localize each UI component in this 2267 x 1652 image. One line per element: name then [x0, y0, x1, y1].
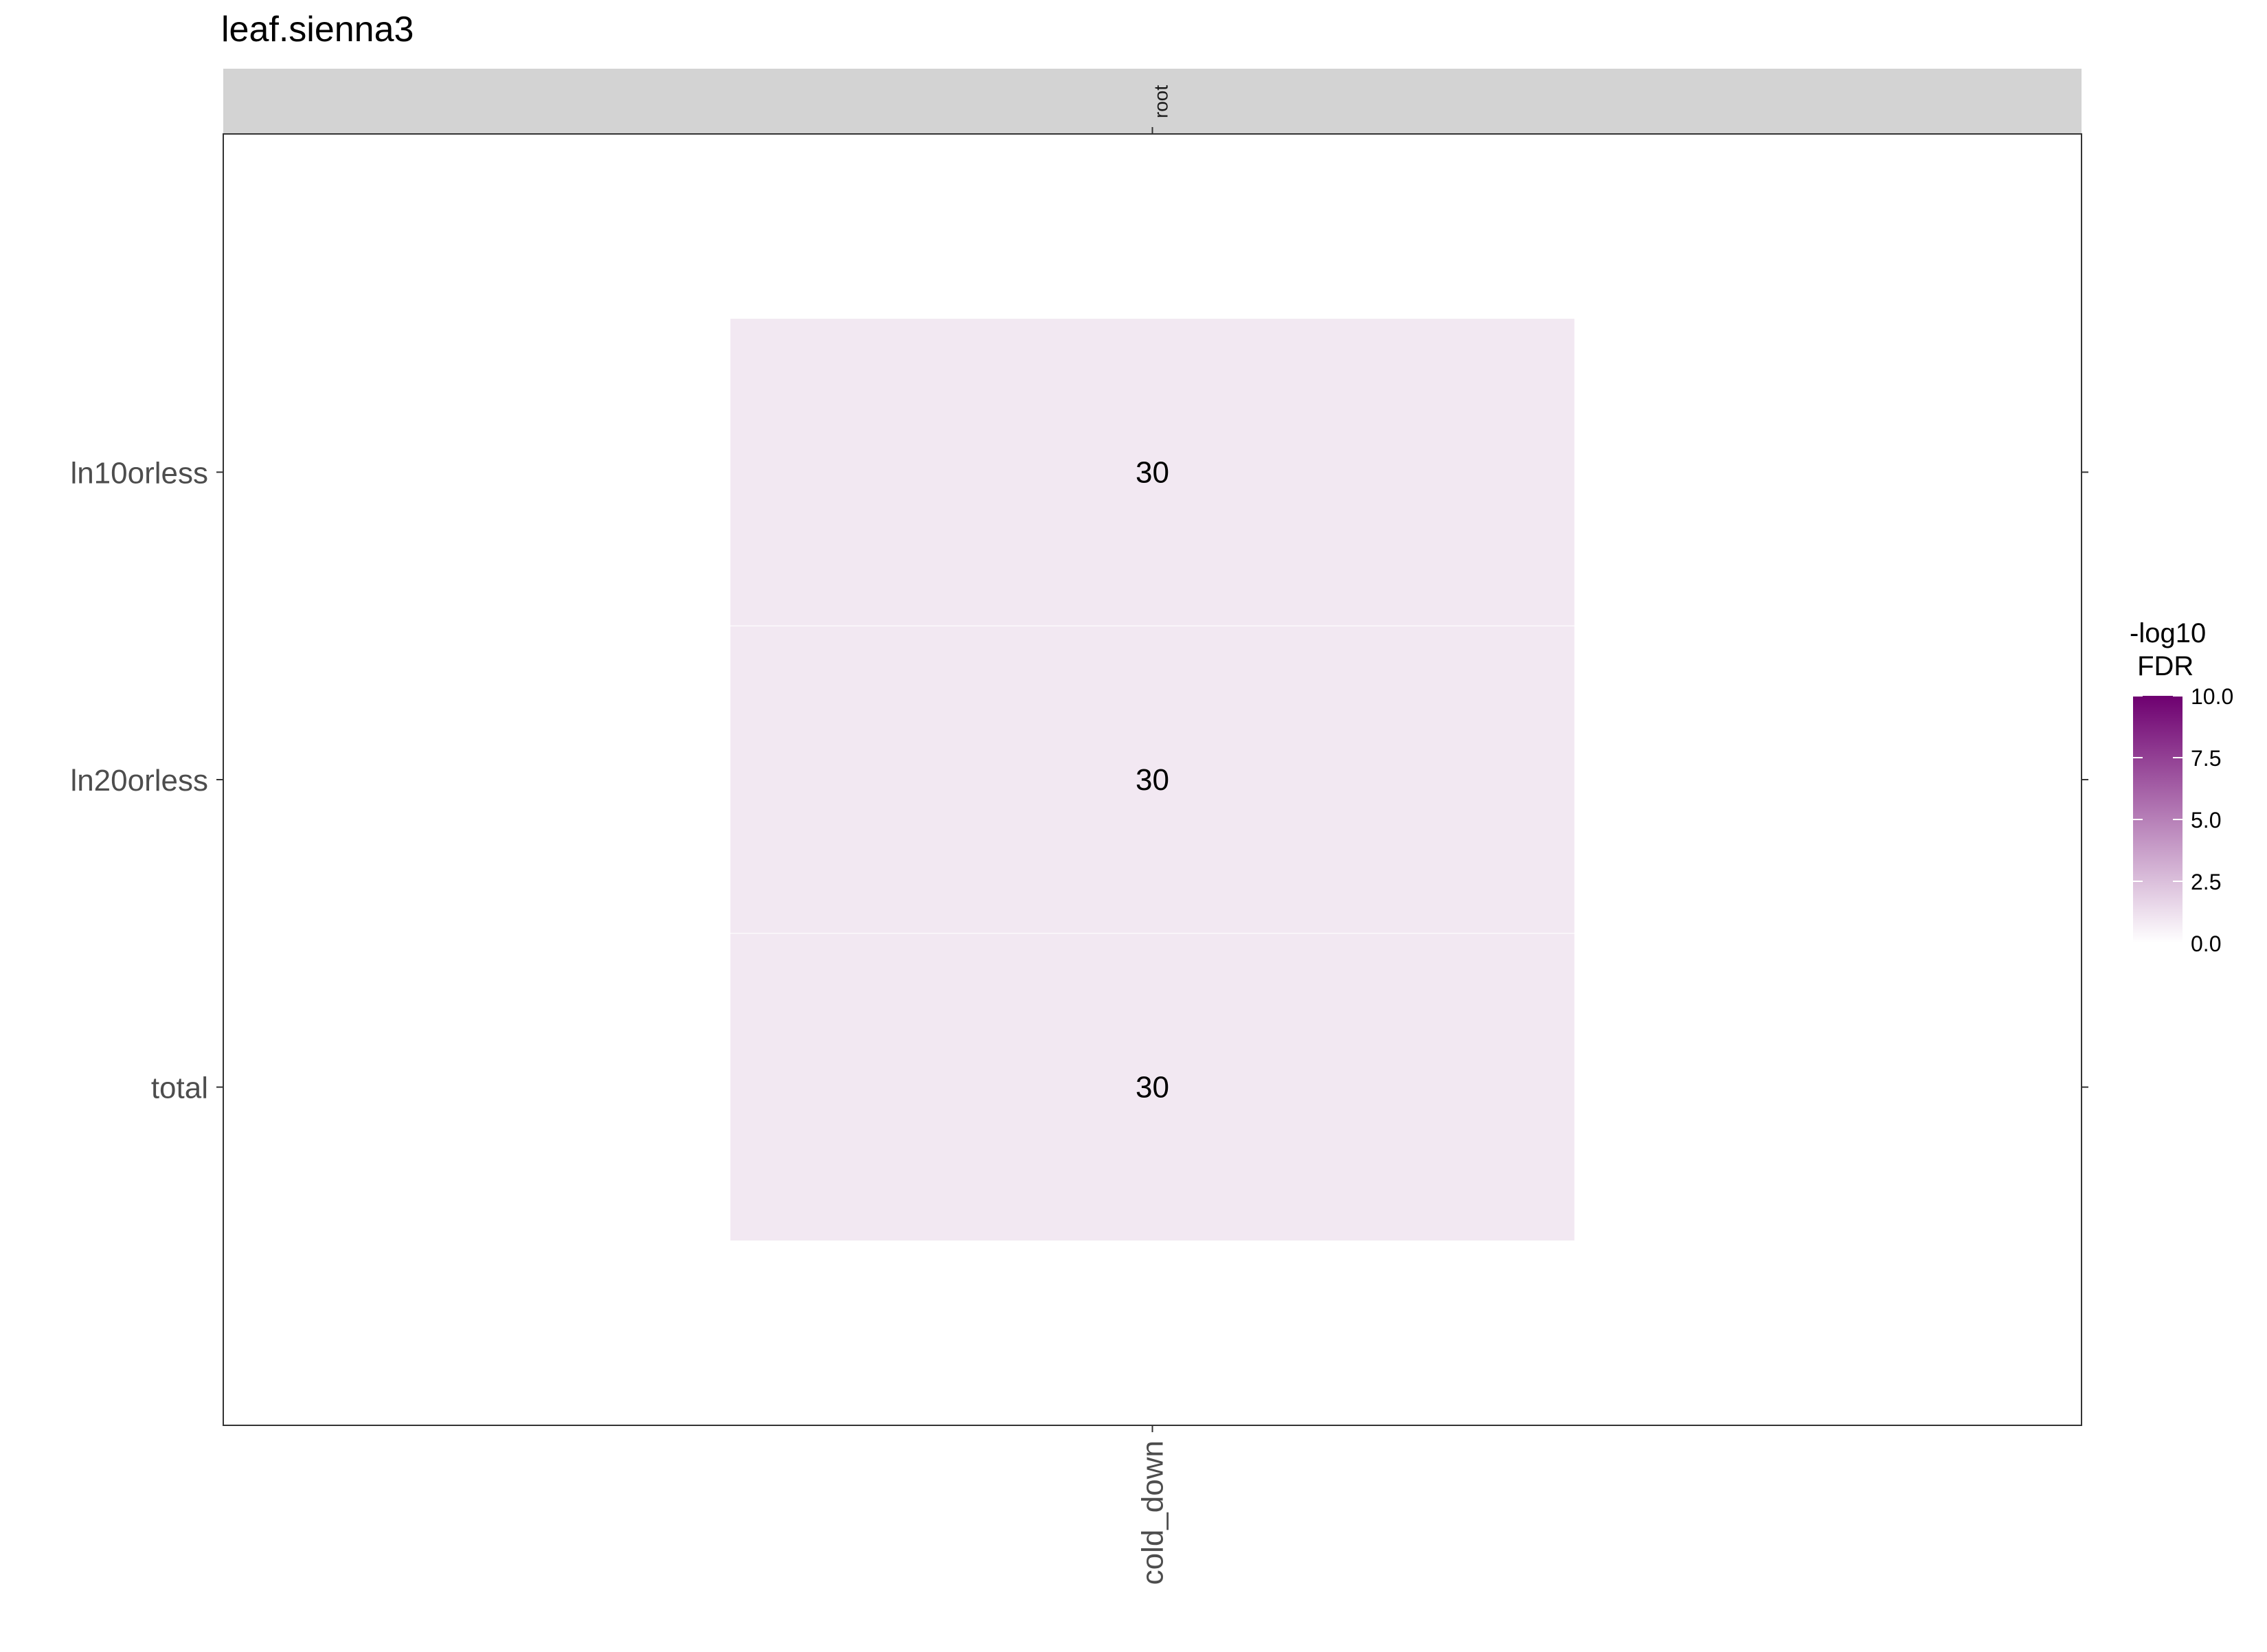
legend-tick-label: 0.0 — [2191, 931, 2221, 956]
cell-value-label: 30 — [1136, 1071, 1169, 1105]
y-tick-label: total — [151, 1072, 208, 1105]
heatmap-cell — [730, 318, 1575, 626]
chart-title: leaf.sienna3 — [221, 10, 414, 49]
heatmap-cell — [730, 933, 1575, 1241]
x-axis-labels: cold_down — [1136, 127, 1170, 1585]
y-tick-label: ln10orless — [70, 456, 208, 490]
legend-title-line1: -log10 — [2130, 618, 2206, 648]
y-axis-labels: ln10orless ln20orless total — [70, 456, 2088, 1105]
legend-title-line2: FDR — [2130, 651, 2193, 681]
legend-tick-label: 2.5 — [2191, 870, 2221, 894]
colorbar-legend: -log10 FDR 0.0 2.5 5.0 7.5 10.0 — [2130, 618, 2233, 956]
y-tick-label: ln20orless — [70, 764, 208, 797]
x-tick-label: cold_down — [1136, 1440, 1170, 1585]
facet-strip-label: root — [1151, 85, 1172, 118]
cell-value-label: 30 — [1136, 763, 1169, 797]
heatmap-cells: 30 30 30 — [730, 318, 1575, 1241]
cell-value-label: 30 — [1136, 455, 1169, 489]
legend-tick-label: 5.0 — [2191, 808, 2221, 833]
facet-strip — [223, 69, 2082, 134]
legend-tick-label: 10.0 — [2191, 684, 2233, 709]
legend-tick-label: 7.5 — [2191, 746, 2221, 771]
legend-ticks: 0.0 2.5 5.0 7.5 10.0 — [2133, 684, 2233, 956]
heatmap-cell — [730, 625, 1575, 934]
